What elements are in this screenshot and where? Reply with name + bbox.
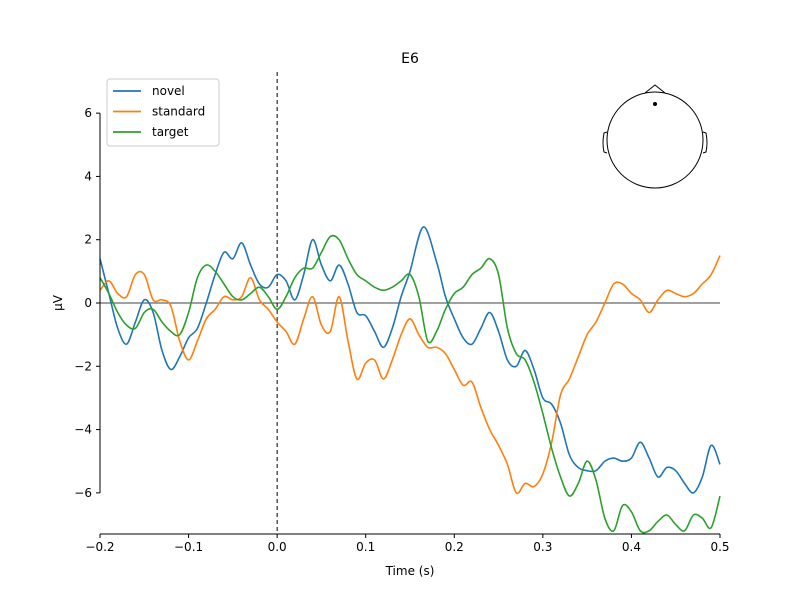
nose-outline [644,84,666,94]
y-tick-label: 4 [84,169,92,183]
sensor-head-icon [602,84,708,189]
x-tick-label: 0.5 [710,540,729,554]
y-tick-label: −2 [74,359,92,373]
legend-label-target: target [152,125,189,139]
series-lines [99,226,721,534]
y-tick-label: −6 [74,486,92,500]
series-line-novel [99,226,721,494]
chart-title: E6 [401,51,419,67]
x-tick-label: 0.2 [445,540,464,554]
x-tick-label: 0.0 [268,540,287,554]
series-line-standard [99,255,721,495]
x-tick-label: −0.2 [85,540,114,554]
y-tick-label: 6 [84,106,92,120]
legend-label-novel: novel [152,84,185,98]
y-axis-label: µV [51,294,65,311]
x-tick-label: 0.1 [356,540,375,554]
x-tick-label: 0.3 [533,540,552,554]
legend: novel standard target [106,78,220,147]
head-outline [606,91,704,189]
axes [99,113,720,535]
x-axis-label: Time (s) [385,564,435,578]
reference-lines [100,72,720,534]
right-ear-outline [702,131,708,154]
y-tick-label: −4 [74,423,92,437]
sensor-marker [653,102,657,106]
legend-label-standard: standard [152,105,205,119]
y-tick-label: 2 [84,233,92,247]
x-tick-label: 0.4 [622,540,641,554]
y-tick-label: 0 [84,296,92,310]
legend-box [106,78,220,147]
x-tick-label: −0.1 [174,540,203,554]
tick-labels: −0.2 −0.1 0.0 0.1 0.2 0.3 0.4 0.5 −6 −4 −2 0 2 4 6 [74,106,729,554]
series-line-target [99,234,721,534]
left-ear-outline [602,131,608,154]
